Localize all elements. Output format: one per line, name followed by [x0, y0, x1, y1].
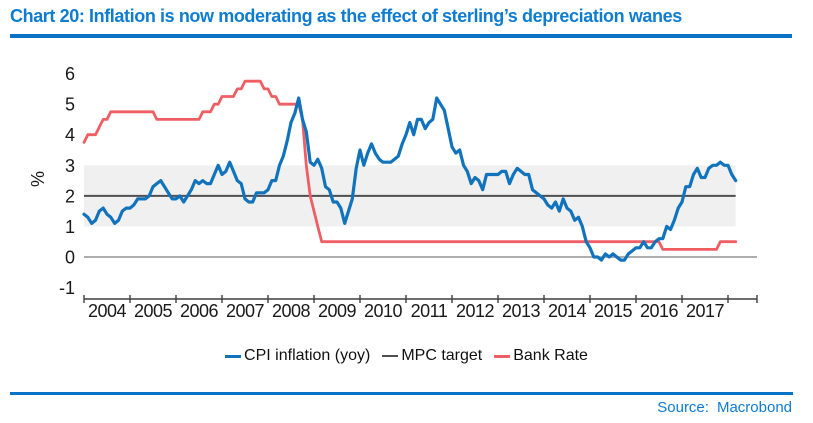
x-tick-label: 2013 — [502, 301, 541, 321]
x-tick-label: 2015 — [594, 301, 633, 321]
x-tick-label: 2014 — [548, 301, 587, 321]
y-tick-label: 1 — [65, 217, 75, 237]
legend-label-cpi: CPI inflation (yoy) — [244, 347, 371, 364]
chart-legend: CPI inflation (yoy) MPC target Bank Rate — [0, 347, 813, 365]
legend-label-bank-rate: Bank Rate — [513, 347, 588, 364]
y-tick-label: 3 — [65, 156, 75, 176]
x-tick-label: 2004 — [88, 301, 127, 321]
chart-title: Chart 20: Inflation is now moderating as… — [10, 6, 682, 26]
bank-rate-line — [82, 79, 738, 251]
cpi-inflation-line — [82, 96, 738, 262]
y-tick-label: 0 — [65, 248, 75, 268]
x-tick-label: 2005 — [134, 301, 173, 321]
x-tick-label: 2008 — [272, 301, 311, 321]
y-tick-label: 4 — [65, 125, 75, 145]
y-tick-label: 2 — [65, 186, 75, 206]
x-tick-label: 2011 — [411, 301, 448, 321]
legend-item-mpc-target: MPC target — [382, 347, 482, 365]
title-underline-rule — [10, 34, 792, 38]
y-tick-label: 5 — [65, 95, 75, 115]
cpi-line-swatch-icon — [225, 354, 242, 358]
x-tick-label: 2007 — [226, 301, 265, 321]
x-tick-label: 2016 — [640, 301, 679, 321]
legend-label-mpc-target: MPC target — [401, 347, 483, 364]
source-value: Macrobond — [716, 399, 792, 416]
x-tick-label: 2010 — [364, 301, 403, 321]
source-credit: Source: Macrobond — [657, 399, 792, 416]
x-tick-label: 2017 — [686, 301, 725, 321]
mpc-target-line-swatch-icon — [382, 355, 399, 357]
x-tick-label: 2012 — [456, 301, 495, 321]
y-tick-label: -1 — [59, 278, 75, 298]
y-tick-label: 6 — [65, 64, 75, 84]
bank-rate-line-swatch-icon — [494, 354, 511, 358]
y-axis-unit-label: % — [28, 171, 48, 187]
legend-item-bank-rate: Bank Rate — [494, 347, 588, 365]
legend-item-cpi: CPI inflation (yoy) — [225, 347, 370, 365]
source-label: Source: — [657, 399, 709, 416]
footer-rule — [10, 392, 793, 395]
x-tick-label: 2006 — [180, 301, 219, 321]
x-tick-label: 2009 — [318, 301, 357, 321]
